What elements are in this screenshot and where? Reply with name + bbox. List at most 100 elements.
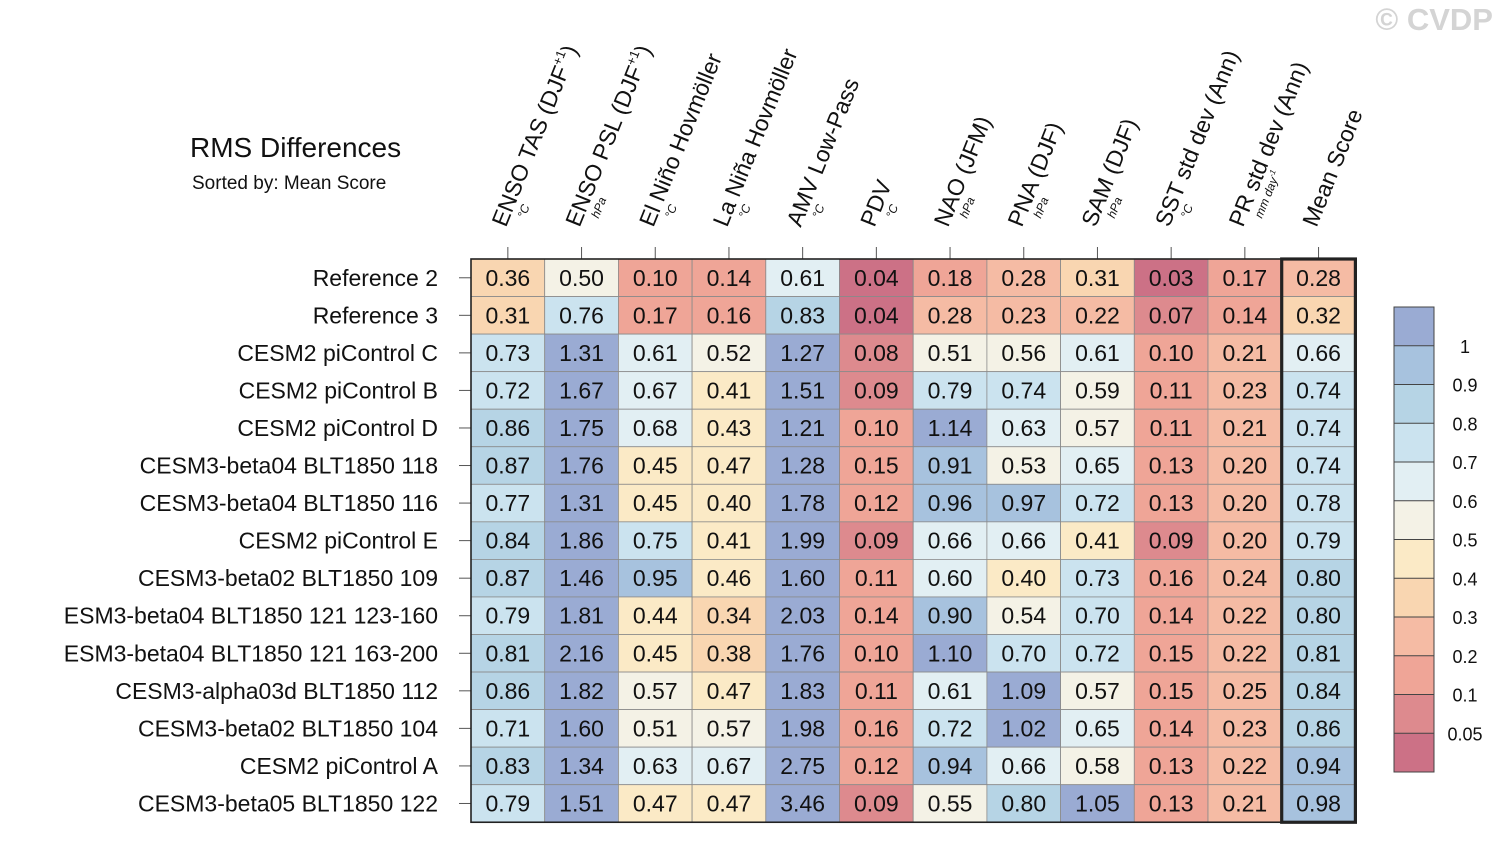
heatmap-cell [470,296,546,335]
cell-value-label: 0.22 [1075,302,1120,328]
row-label: CESM3-alpha03d BLT1850 112 [115,678,438,704]
heatmap-cell [618,709,693,748]
cell-value-label: 0.52 [707,340,752,366]
heatmap-cell [1133,709,1209,748]
heatmap-cell [618,521,693,560]
cell-value-label: 0.12 [854,753,899,779]
cell-value-label: 0.65 [1075,453,1120,479]
cell-value-label: 0.20 [1222,490,1267,516]
cell-value-label: 0.44 [633,603,678,629]
heatmap-cell [912,446,988,485]
heatmap-cell [691,296,767,335]
cell-value-label: 0.53 [1001,453,1046,479]
colorbar: 1 0.9 0.8 0.7 0.6 0.5 0.4 0.3 0.2 0.1 0.05 [1393,306,1483,773]
heatmap-cell [691,408,767,448]
cell-value-label: 0.20 [1222,453,1267,479]
cell-value-label: 0.36 [485,265,530,291]
cell-value-label: 0.04 [854,302,899,328]
row-label: ESM3-beta04 BLT1850 121 123-160 [64,603,438,629]
heatmap-cell [544,784,619,823]
heatmap-cell [470,596,546,635]
heatmap-cell [912,521,988,560]
heatmap-cell [986,483,1062,523]
heatmap-cell [1281,709,1356,748]
colorbar-segment [1394,345,1434,385]
heatmap-cell [1060,596,1135,635]
cell-value-label: 0.80 [1296,565,1341,591]
heatmap-cell [765,746,840,786]
cell-value-label: 0.13 [1149,453,1194,479]
heatmap-cell [470,333,546,373]
cell-value-label: 1.86 [559,528,604,554]
heatmap-cell [1207,521,1283,560]
cell-value-label: 0.16 [1149,565,1194,591]
heatmap-cell [1060,408,1135,448]
cell-value-label: 0.71 [485,715,530,741]
cell-value-label: 0.28 [1296,265,1341,291]
heatmap-cell [1207,258,1283,297]
heatmap-cell [765,483,840,523]
cell-value-label: 0.20 [1222,528,1267,554]
cell-value-label: 0.73 [1075,565,1120,591]
heatmap-cell [1133,296,1209,335]
cell-value-label: 0.40 [707,490,752,516]
cell-value-label: 0.10 [854,640,899,666]
cell-value-label: 0.50 [559,265,604,291]
cell-value-label: 0.59 [1075,377,1120,403]
heatmap-cell [839,258,914,297]
heatmap-cell [986,559,1062,598]
cell-value-label: 0.47 [707,790,752,816]
cell-value-label: 0.74 [1296,377,1341,403]
cell-value-label: 0.47 [707,678,752,704]
cell-value-label: 1.99 [780,528,825,554]
heatmap-cell [1207,371,1283,410]
column-unit-label: °C [515,202,533,220]
column-header-label: PDV [855,176,897,230]
heatmap-cell [618,258,693,297]
cell-value-label: 0.13 [1149,753,1194,779]
cell-value-label: 0.76 [559,302,604,328]
cell-value-label: 1.02 [1001,715,1046,741]
row-label: CESM2 piControl A [240,753,439,779]
column-unit-label: °C [809,202,827,220]
cell-value-label: 0.79 [1296,528,1341,554]
cell-value-label: 0.83 [485,753,530,779]
heatmap-cell [544,559,619,598]
cell-value-label: 1.51 [559,790,604,816]
row-label: Reference 3 [313,302,438,328]
cell-value-label: 2.16 [559,640,604,666]
cell-value-label: 0.16 [854,715,899,741]
heatmap-cell [1133,671,1209,710]
colorbar-segment [1394,539,1434,579]
cell-value-label: 0.57 [1075,415,1120,441]
cell-value-label: 0.09 [854,790,899,816]
heatmap-cell [839,521,914,560]
heatmap-cell [912,483,988,523]
cell-value-label: 0.34 [707,603,752,629]
row-label: CESM2 piControl D [237,415,438,441]
cell-value-label: 0.81 [485,640,530,666]
cell-value-label: 0.25 [1222,678,1267,704]
cell-value-label: 0.45 [633,640,678,666]
heatmap-cell [986,634,1062,673]
heatmap-cell [765,296,840,335]
heatmap-cell [1060,671,1135,710]
cell-value-label: 0.14 [854,603,899,629]
cell-value-label: 0.55 [928,790,973,816]
heatmap-cell [1281,671,1356,710]
heatmap-cell [1060,371,1135,410]
cell-value-label: 0.51 [928,340,973,366]
heatmap-cell [1207,746,1283,786]
row-label: CESM2 piControl E [239,528,438,554]
heatmap-cell [912,634,988,673]
cell-value-label: 0.87 [485,453,530,479]
cell-value-label: 0.11 [855,678,898,704]
cell-value-label: 0.24 [1222,565,1267,591]
heatmap-cell [765,559,840,598]
colorbar-segment [1394,423,1434,462]
cell-value-label: 2.75 [780,753,825,779]
heatmap-cell [912,296,988,335]
cell-value-label: 0.17 [1222,265,1267,291]
cell-value-label: 0.13 [1149,790,1194,816]
